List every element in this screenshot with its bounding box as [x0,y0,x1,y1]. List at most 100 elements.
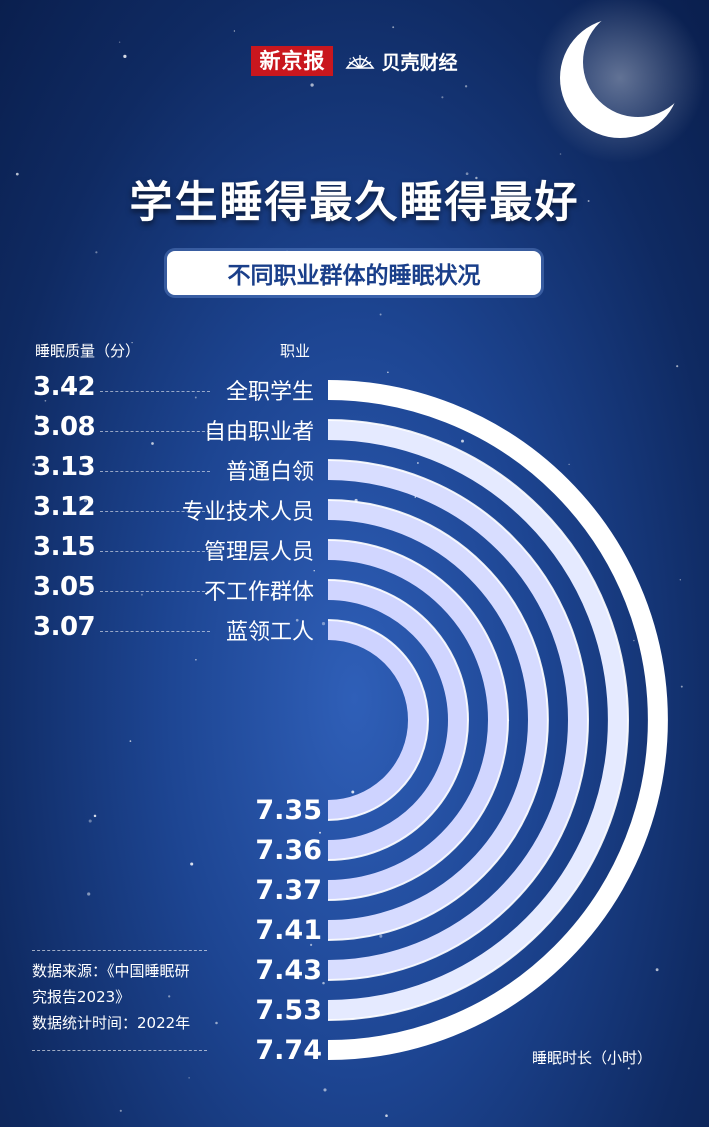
list-item: 3.42 全职学生 [0,370,330,410]
list-item: 3.15 管理层人员 [0,530,330,570]
leader-line [100,591,210,592]
star [464,85,468,88]
source-note: 数据来源：《中国睡眠研 究报告2023》 数据统计时间：2022年 [32,958,232,1036]
star [248,393,251,396]
score-value: 3.07 [33,612,96,642]
star [233,30,236,32]
star [323,1088,327,1092]
star [416,462,419,464]
score-value: 3.05 [33,572,96,602]
leader-line [100,471,210,472]
star [351,790,355,794]
leader-line [100,511,210,512]
leader-line [100,391,210,392]
star [379,313,382,316]
duration-label: 7.35 [255,795,322,826]
duration-labels: 7.74 7.53 7.43 7.41 7.37 7.36 7.35 [255,795,322,1066]
star [679,579,681,581]
star [313,570,315,572]
star [321,622,326,626]
star [461,439,464,443]
star [195,659,197,661]
duration-label: 7.41 [255,915,322,946]
moon-icon [535,0,705,163]
rings [327,380,668,1060]
duration-label: 7.37 [255,875,322,906]
star [95,251,98,254]
chart-subtitle: 不同职业群体的睡眠状况 [227,263,481,289]
star [385,1114,388,1117]
occupation-header: 职业 [280,342,311,360]
duration-label: 7.43 [255,955,322,986]
star [54,992,56,994]
ring-bar [327,500,548,940]
duration-axis-label: 睡眠时长（小时） [532,1049,653,1067]
shell-icon [345,55,376,69]
star [633,639,635,642]
ring-bar [327,380,668,1060]
list-item: 3.07 蓝领工人 [0,610,330,650]
score-value: 3.13 [33,452,96,482]
leader-line [100,631,210,632]
star [140,593,143,596]
score-value: 3.08 [33,412,96,442]
brand-logo-beike: 贝壳财经 [345,48,458,75]
star [44,399,47,402]
star [627,1067,630,1070]
duration-label: 7.53 [255,995,322,1026]
star [168,995,171,998]
star [129,740,132,742]
occupation-label: 管理层人员 [203,540,314,565]
star [414,496,416,498]
star [310,83,314,87]
ring-bar [327,540,508,900]
star [441,96,444,99]
occupation-label: 自由职业者 [203,420,314,445]
star [392,26,395,29]
occupation-label: 全职学生 [225,380,314,405]
occupation-label: 蓝领工人 [225,620,314,645]
list-item: 3.13 普通白领 [0,450,330,490]
star [15,172,19,176]
star [151,442,154,445]
star [123,54,127,59]
ring-edge [327,419,629,1021]
score-value: 3.15 [33,532,96,562]
source-line-3: 数据统计时间：2022年 [32,1014,191,1032]
list-item: 3.12 专业技术人员 [0,490,330,530]
occupation-label: 不工作群体 [203,580,314,605]
star [295,618,299,622]
star [379,934,383,938]
star [587,200,590,202]
brand-logo-xinjingbao: 新京报 [251,46,334,76]
star [310,423,313,427]
ring-bar [327,580,468,860]
list-item: 3.08 自由职业者 [0,410,330,450]
star [322,981,325,985]
star [655,968,659,972]
page-title: 学生睡得最久睡得最好 [129,178,580,228]
score-header: 睡眠质量（分） [35,342,141,360]
star [310,943,313,947]
brand-name-beike: 贝壳财经 [381,51,458,74]
duration-label: 7.36 [255,835,322,866]
occupation-label: 普通白领 [225,460,314,485]
star [568,463,570,466]
star [319,831,321,834]
star [88,819,92,823]
star [93,814,97,818]
score-value: 3.42 [33,372,96,402]
ring-bar [327,420,628,1020]
star [676,365,679,368]
source-line-2: 究报告2023》 [32,988,131,1006]
star [190,862,194,866]
star [559,153,562,155]
ring-edge [327,619,429,821]
star [194,396,197,399]
score-value: 3.12 [33,492,96,522]
source-line-1: 数据来源：《中国睡眠研 [32,962,190,980]
leader-line [100,431,210,432]
